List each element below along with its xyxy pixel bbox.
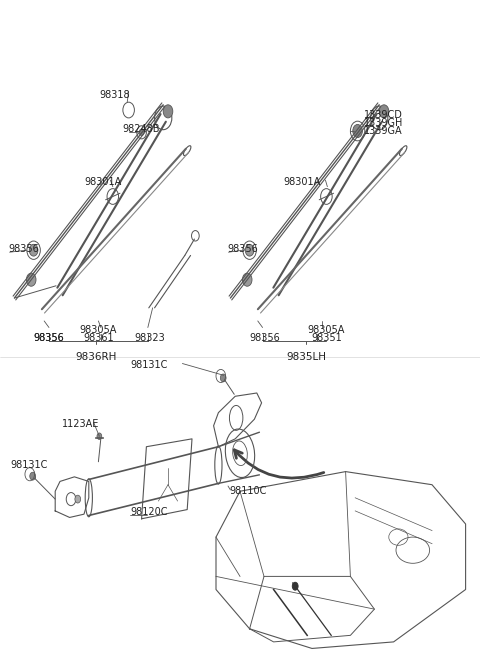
Text: 98110C: 98110C (229, 486, 267, 496)
Text: 98323: 98323 (135, 333, 166, 343)
Text: 98131C: 98131C (130, 360, 168, 370)
Text: 98356: 98356 (9, 244, 39, 254)
Text: 98131C: 98131C (11, 460, 48, 470)
Text: 98356: 98356 (228, 244, 258, 254)
Text: 98361: 98361 (83, 333, 114, 343)
FancyArrowPatch shape (234, 450, 324, 478)
Circle shape (75, 495, 81, 503)
Text: 9835LH: 9835LH (286, 352, 326, 362)
Text: 1339GH: 1339GH (364, 118, 403, 128)
Circle shape (139, 129, 144, 136)
Circle shape (245, 244, 254, 256)
Circle shape (242, 273, 252, 286)
Circle shape (26, 273, 36, 286)
Text: 98301A: 98301A (283, 177, 321, 187)
Text: 1339CD: 1339CD (364, 110, 403, 121)
Text: 98356: 98356 (34, 333, 64, 343)
Text: 98356: 98356 (250, 333, 280, 343)
Circle shape (29, 244, 38, 256)
Circle shape (163, 105, 173, 118)
Text: 98248B: 98248B (122, 124, 160, 134)
Circle shape (97, 433, 102, 440)
Text: 98120C: 98120C (131, 508, 168, 517)
Text: 98301A: 98301A (84, 177, 121, 187)
Circle shape (220, 374, 226, 382)
Text: 1339GA: 1339GA (364, 126, 402, 136)
Text: 98305A: 98305A (308, 325, 345, 335)
Text: 98318: 98318 (99, 90, 130, 100)
Text: 1123AE: 1123AE (62, 419, 100, 429)
Text: 98351: 98351 (311, 333, 342, 343)
Circle shape (379, 105, 389, 118)
Text: 98305A: 98305A (80, 325, 117, 335)
Circle shape (30, 472, 36, 480)
Circle shape (292, 582, 298, 590)
Text: 9836RH: 9836RH (75, 352, 117, 362)
Text: 98356: 98356 (34, 333, 64, 343)
Circle shape (353, 124, 362, 138)
